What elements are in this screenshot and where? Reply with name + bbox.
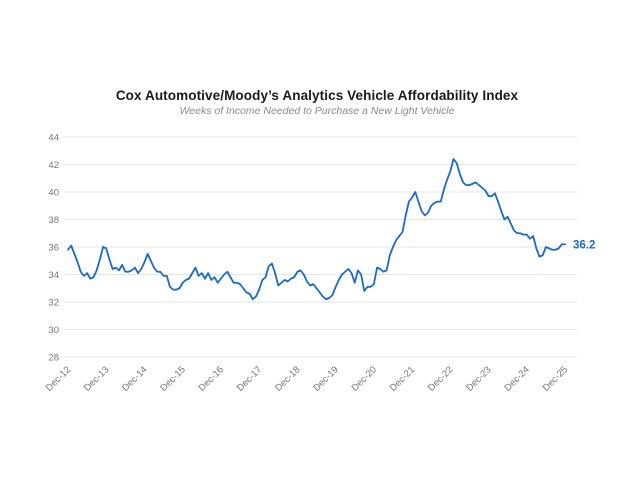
- x-tick-label-Dec-13: Dec-13: [82, 364, 111, 393]
- chart-title: Cox Automotive/Moody’s Analytics Vehicle…: [115, 88, 519, 103]
- x-tick-label-Dec-18: Dec-18: [273, 364, 302, 393]
- x-tick-label-Dec-14: Dec-14: [120, 364, 149, 393]
- affordability-index-line: [67, 158, 566, 301]
- x-tick-label-Dec-25: Dec-25: [541, 364, 570, 393]
- y-tick-label-42: 42: [48, 160, 59, 171]
- y-tick-label-30: 30: [48, 325, 59, 336]
- x-axis-tick-labels: Dec-12 Dec-13 Dec-14 Dec-15 Dec-16 Dec-17 Dec-…: [44, 364, 570, 393]
- y-axis-tick-labels: 28 30 32 34 36 38 40 42 44: [48, 133, 59, 364]
- chart-subtitle: Weeks of Income Needed to Purchase a New…: [179, 105, 455, 117]
- x-tick-label-Dec-24: Dec-24: [502, 364, 531, 393]
- x-tick-label-Dec-20: Dec-20: [350, 364, 379, 393]
- x-tick-label-Dec-21: Dec-21: [388, 364, 417, 393]
- y-tick-label-32: 32: [48, 298, 59, 309]
- gridlines: [64, 136, 577, 358]
- y-tick-label-34: 34: [48, 270, 59, 281]
- x-tick-label-Dec-15: Dec-15: [158, 364, 187, 393]
- y-tick-label-38: 38: [48, 215, 59, 226]
- x-tick-label-Dec-17: Dec-17: [235, 364, 264, 393]
- y-tick-label-40: 40: [48, 188, 59, 199]
- y-tick-label-28: 28: [48, 353, 59, 364]
- x-tick-label-Dec-23: Dec-23: [464, 364, 493, 393]
- latest-value-label: 36.2: [573, 239, 595, 251]
- y-tick-label-44: 44: [48, 133, 59, 144]
- x-tick-label-Dec-16: Dec-16: [197, 364, 226, 393]
- x-tick-label-Dec-12: Dec-12: [44, 364, 73, 393]
- x-tick-label-Dec-22: Dec-22: [426, 364, 455, 393]
- y-tick-label-36: 36: [48, 243, 59, 254]
- x-tick-label-Dec-19: Dec-19: [311, 364, 340, 393]
